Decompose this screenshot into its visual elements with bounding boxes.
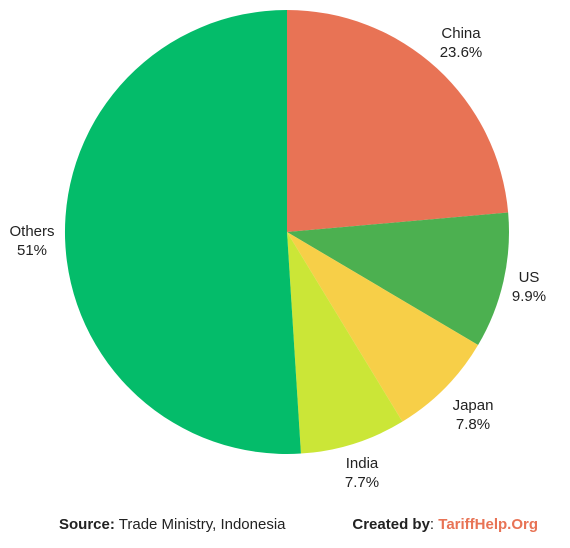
creator-credit: Created by: TariffHelp.Org (352, 516, 538, 533)
source-text: Trade Ministry, Indonesia (114, 516, 286, 533)
source-label: Source: (59, 516, 115, 533)
slice-japan (287, 232, 479, 422)
slice-china (287, 10, 509, 232)
created-by-separator: : (429, 516, 439, 533)
label-japan: Japan 7.8% (453, 397, 494, 433)
label-us: US 9.9% (512, 269, 546, 305)
created-by-label: Created by (352, 516, 430, 533)
pie-slices (64, 9, 509, 454)
pie-chart: China 23.6% US 9.9% Japan 7.8% India 7.7% Others… (9, 9, 546, 491)
slice-labels: China 23.6% US 9.9% Japan 7.8% India 7.7% Others… (9, 25, 546, 491)
source-credit: Source: Trade Ministry, Indonesia (59, 516, 286, 533)
label-india: India 7.7% (345, 455, 379, 491)
brand-link[interactable]: TariffHelp.Org (438, 516, 538, 533)
slice-india (287, 232, 403, 454)
label-china: China 23.6% (440, 25, 483, 61)
slice-us (287, 212, 509, 346)
label-others: Others 51% (9, 223, 54, 259)
footer: Source: Trade Ministry, Indonesia Create… (0, 516, 570, 540)
slice-others (64, 9, 301, 454)
